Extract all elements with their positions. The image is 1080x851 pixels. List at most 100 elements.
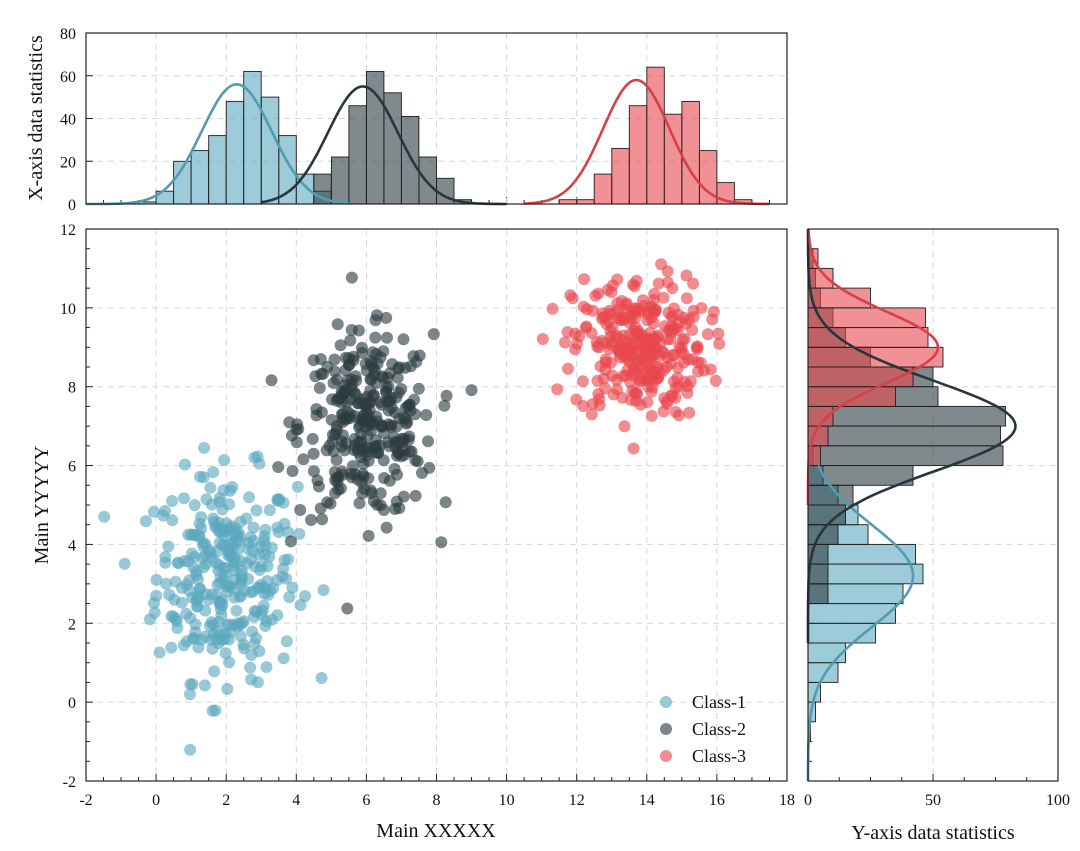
x-hist-bar-class-3: [681, 100, 700, 205]
scatter-point-class-1: [280, 635, 293, 648]
scatter-point-class-1: [198, 441, 211, 454]
scatter-point-class-2: [362, 410, 375, 423]
scatter-point-class-1: [277, 652, 290, 665]
scatter-point-class-2: [328, 353, 341, 366]
y-marginal-histogram-panel: 0 50 100 Y-axis data statistics: [804, 228, 1070, 844]
scatter-point-class-3: [576, 375, 589, 388]
scatter-point-class-2: [438, 399, 451, 412]
scatter-point-class-2: [420, 409, 433, 421]
scatter-point-class-2: [465, 384, 478, 397]
scatter-point-class-3: [641, 314, 654, 327]
scatter-point-class-1: [204, 481, 217, 494]
scatter-point-class-3: [671, 371, 684, 384]
x-kde-class-1: [86, 82, 350, 206]
scatter-point-class-2: [412, 382, 425, 395]
scatter-point-class-1: [243, 491, 256, 504]
right-x-tick-label: 50: [925, 792, 941, 809]
scatter-point-class-3: [713, 337, 726, 350]
scatter-point-class-3: [648, 288, 661, 300]
scatter-point-class-3: [653, 367, 666, 380]
scatter-point-class-3: [661, 397, 674, 410]
scatter-point-class-2: [382, 404, 395, 417]
scatter-point-class-1: [180, 607, 193, 620]
top-y-tick-label: 60: [60, 69, 76, 86]
y-tick-label: 12: [60, 222, 76, 239]
y-kde-class-1: [806, 465, 915, 781]
scatter-point-class-2: [369, 331, 382, 344]
scatter-point-class-3: [677, 348, 690, 360]
scatter-point-class-2: [369, 446, 382, 459]
scatter-point-class-3: [627, 442, 640, 455]
scatter-point-class-3: [569, 343, 582, 356]
scatter-point-class-2: [344, 334, 357, 347]
scatter-point-class-1: [260, 661, 273, 673]
scatter-point-class-2: [355, 341, 368, 354]
scatter-point-class-2: [377, 454, 390, 467]
x-hist-bar-class-3: [558, 199, 578, 205]
scatter-point-class-3: [695, 302, 708, 314]
scatter-point-class-3: [640, 374, 653, 387]
scatter-point-class-3: [610, 373, 623, 386]
scatter-point-class-3: [618, 420, 631, 433]
scatter-point-class-3: [634, 398, 647, 411]
scatter-point-class-3: [625, 312, 638, 325]
scatter-point-class-1: [293, 527, 306, 540]
scatter-point-class-2: [323, 439, 336, 452]
x-tick-label: 6: [362, 792, 370, 809]
scatter-point-class-2: [374, 487, 387, 500]
scatter-point-class-3: [562, 362, 574, 375]
scatter-point-class-1: [186, 678, 199, 691]
scatter-point-class-1: [193, 530, 206, 543]
scatter-point-class-3: [645, 409, 658, 422]
scatter-point-class-1: [184, 743, 197, 756]
scatter-point-class-3: [679, 317, 692, 330]
scatter-point-class-2: [334, 339, 347, 352]
scatter-point-class-1: [193, 582, 206, 595]
scatter-point-class-3: [599, 382, 611, 395]
scatter-point-class-2: [312, 480, 325, 493]
scatter-point-class-2: [374, 499, 387, 512]
scatter-point-class-1: [299, 590, 311, 603]
scatter-point-class-1: [294, 599, 307, 611]
scatter-point-class-2: [439, 496, 452, 509]
x-hist-bar-class-3: [663, 113, 683, 205]
scatter-point-class-1: [150, 589, 163, 602]
scatter-point-class-2: [306, 432, 319, 445]
x-marginal-histogram-panel: 0 20 40 60 80 X-axis data statistics: [25, 26, 788, 214]
scatter-point-class-3: [677, 356, 690, 369]
scatter-point-class-3: [617, 348, 630, 361]
scatter-point-class-3: [628, 302, 641, 315]
scatter-point-class-1: [227, 555, 240, 568]
top-y-tick-label: 20: [60, 154, 76, 171]
scatter-point-class-1: [261, 560, 274, 573]
scatter-point-class-1: [219, 647, 232, 660]
scatter-point-class-3: [591, 374, 604, 387]
y-hist-bar-class-3: [807, 386, 896, 407]
scatter-point-class-1: [191, 592, 204, 605]
scatter-point-class-1: [317, 584, 330, 597]
scatter-point-class-3: [605, 286, 618, 299]
scatter-point-class-3: [605, 356, 617, 369]
right-x-tick-label: 0: [804, 792, 812, 809]
scatter-point-class-3: [667, 349, 679, 361]
y-kde-class-2: [806, 229, 1017, 643]
x-hist-bar-class-1: [190, 150, 210, 205]
scatter-point-class-1: [267, 582, 280, 595]
scatter-point-class-3: [657, 291, 670, 304]
legend-label-class-1: Class-1: [692, 692, 746, 712]
scatter-point-class-3: [564, 289, 577, 302]
scatter-point-class-3: [649, 342, 662, 355]
scatter-point-class-1: [213, 496, 226, 508]
scatter-point-class-1: [208, 665, 221, 678]
scatter-point-class-1: [160, 577, 173, 590]
scatter-point-class-2: [380, 311, 393, 324]
y-hist-bar-class-1: [807, 642, 846, 664]
x-hist-bar-class-3: [593, 173, 613, 205]
scatter-point-class-3: [680, 292, 693, 305]
y-tick-label: 10: [60, 301, 76, 318]
scatter-point-class-1: [197, 471, 210, 484]
scatter-point-class-2: [384, 419, 397, 432]
scatter-point-class-1: [165, 641, 178, 654]
scatter-point-class-2: [313, 382, 326, 394]
scatter-point-class-1: [225, 520, 238, 533]
